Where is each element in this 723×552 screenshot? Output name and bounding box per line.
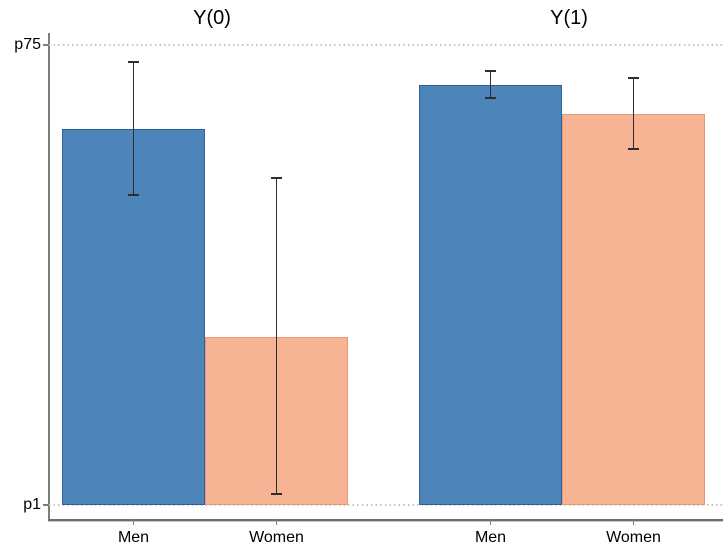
y-tick-label-p75: p75 — [14, 36, 41, 53]
errorbar-line — [132, 62, 135, 195]
y-axis-tick — [43, 504, 49, 506]
x-axis-tick — [632, 519, 635, 525]
panel-title: Y(0) — [193, 7, 231, 29]
x-axis-tick — [132, 519, 135, 525]
category-label: Women — [606, 529, 661, 546]
x-axis-line — [48, 518, 723, 522]
y-axis-line — [48, 33, 50, 520]
errorbar-line — [489, 71, 492, 98]
errorbar-cap — [628, 77, 639, 79]
panel-title: Y(1) — [550, 7, 588, 29]
gridline — [49, 504, 723, 506]
y-tick-label-p1: p1 — [23, 496, 41, 513]
x-axis-tick — [275, 519, 278, 525]
errorbar-cap — [485, 70, 496, 72]
errorbar-cap — [271, 493, 282, 495]
errorbar-cap — [485, 97, 496, 99]
bar-Y(1)-Men — [419, 85, 562, 505]
y-axis-tick — [43, 44, 49, 46]
errorbar-line — [632, 78, 635, 149]
category-label: Men — [117, 529, 150, 546]
errorbar-cap — [128, 194, 139, 196]
errorbar-cap — [628, 148, 639, 150]
bar-Y(1)-Women — [562, 114, 705, 505]
x-axis-tick — [489, 519, 492, 525]
errorbar-cap — [271, 177, 282, 179]
gridline — [49, 44, 723, 46]
category-label: Women — [249, 529, 304, 546]
errorbar-cap — [128, 61, 139, 63]
category-label: Men — [474, 529, 507, 546]
errorbar-line — [275, 177, 278, 494]
